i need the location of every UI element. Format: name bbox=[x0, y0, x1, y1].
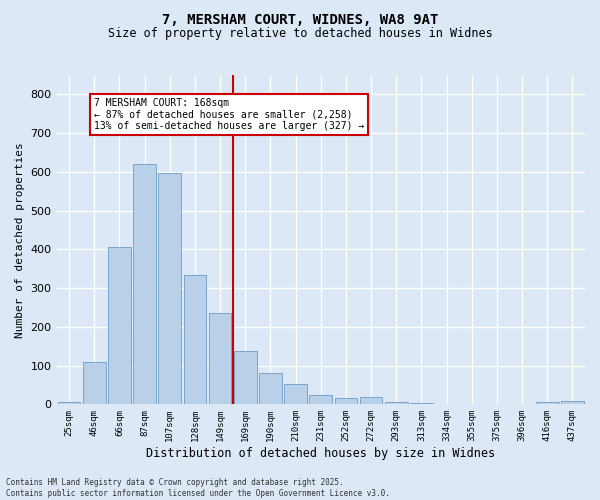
Text: Contains HM Land Registry data © Crown copyright and database right 2025.
Contai: Contains HM Land Registry data © Crown c… bbox=[6, 478, 390, 498]
Bar bbox=[108, 248, 131, 404]
Text: Size of property relative to detached houses in Widnes: Size of property relative to detached ho… bbox=[107, 28, 493, 40]
Bar bbox=[184, 274, 206, 404]
Y-axis label: Number of detached properties: Number of detached properties bbox=[15, 142, 25, 338]
Bar bbox=[360, 398, 382, 404]
Bar bbox=[234, 351, 257, 405]
Bar bbox=[410, 403, 433, 404]
Bar bbox=[561, 401, 584, 404]
X-axis label: Distribution of detached houses by size in Widnes: Distribution of detached houses by size … bbox=[146, 447, 496, 460]
Bar bbox=[158, 172, 181, 404]
Bar bbox=[58, 402, 80, 404]
Bar bbox=[385, 402, 407, 404]
Bar bbox=[133, 164, 156, 404]
Text: 7 MERSHAM COURT: 168sqm
← 87% of detached houses are smaller (2,258)
13% of semi: 7 MERSHAM COURT: 168sqm ← 87% of detache… bbox=[94, 98, 365, 132]
Text: 7, MERSHAM COURT, WIDNES, WA8 9AT: 7, MERSHAM COURT, WIDNES, WA8 9AT bbox=[162, 12, 438, 26]
Bar bbox=[284, 384, 307, 404]
Bar bbox=[209, 312, 232, 404]
Bar bbox=[259, 374, 282, 404]
Bar bbox=[335, 398, 357, 404]
Bar bbox=[83, 362, 106, 405]
Bar bbox=[536, 402, 559, 404]
Bar bbox=[310, 396, 332, 404]
